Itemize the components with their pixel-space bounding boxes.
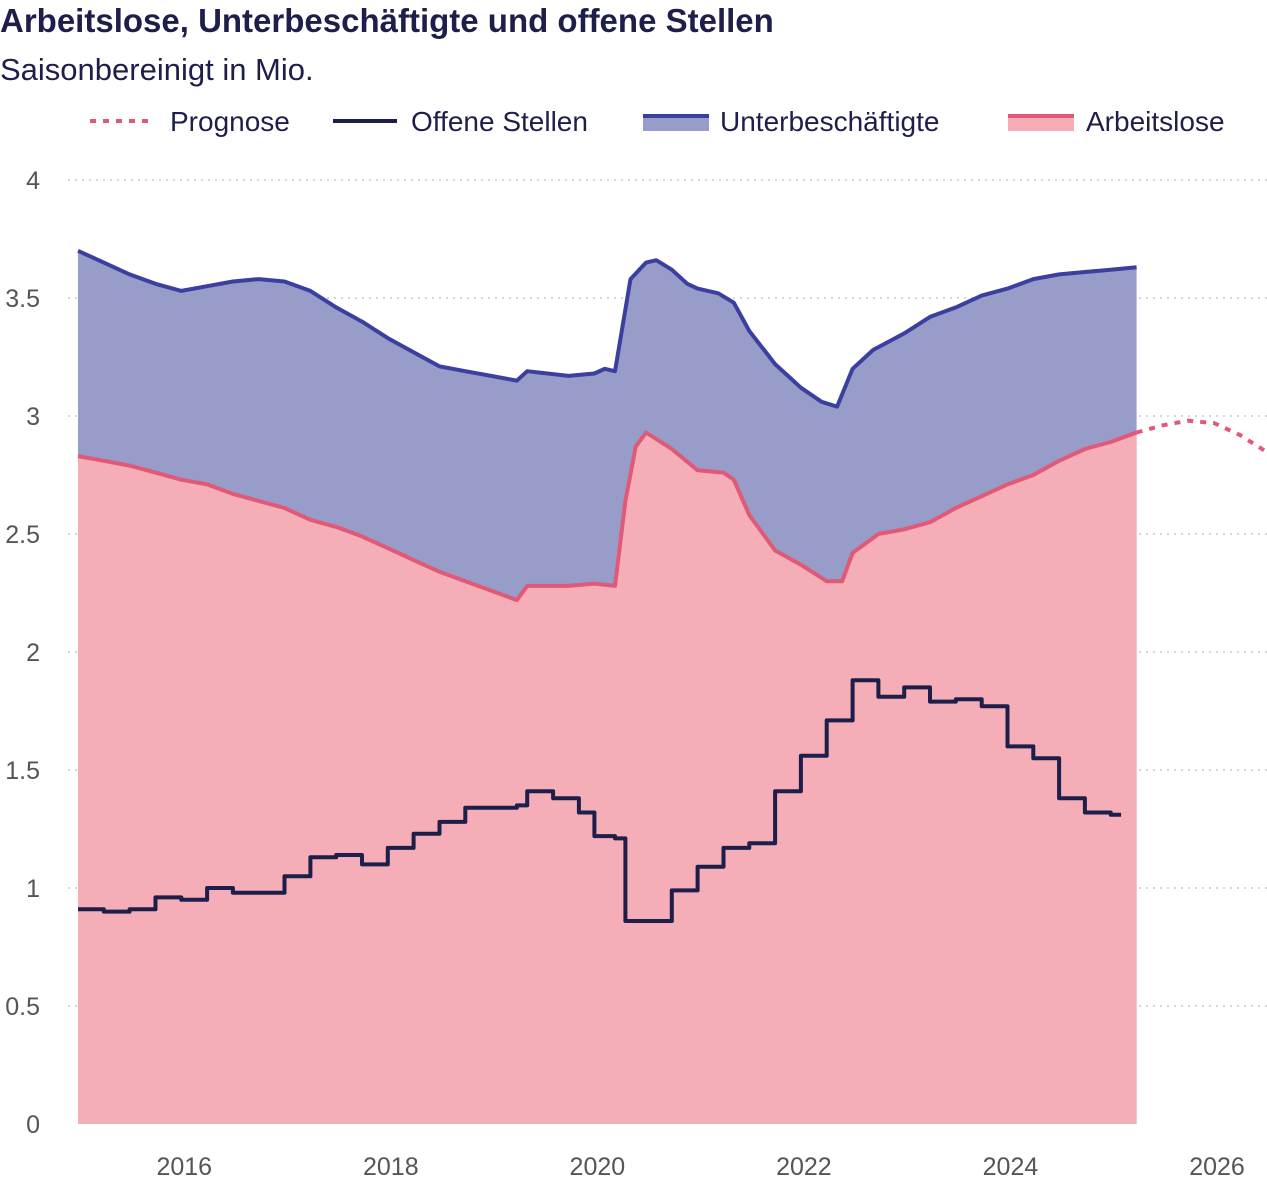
legend-label: Prognose bbox=[170, 106, 290, 137]
legend-item-prognose: Prognose bbox=[90, 106, 290, 137]
y-tick-label: 3.5 bbox=[5, 285, 40, 313]
y-tick-label: 0 bbox=[26, 1111, 40, 1139]
x-tick-label: 2024 bbox=[983, 1153, 1039, 1180]
x-tick-label: 2016 bbox=[156, 1153, 212, 1180]
legend-label: Unterbeschäftigte bbox=[720, 106, 939, 137]
y-tick-label: 1 bbox=[26, 875, 40, 903]
y-tick-label: 0.5 bbox=[5, 993, 40, 1021]
arbeitslose-area bbox=[78, 432, 1137, 1124]
unterbeschaeftigte-line bbox=[77, 248, 1137, 409]
legend-item-unterbeschaeftigte: Unterbeschäftigte bbox=[643, 106, 939, 137]
chart-title: Arbeitslose, Unterbeschäftigte und offen… bbox=[0, 2, 774, 39]
y-tick-label: 2 bbox=[26, 639, 40, 667]
x-tick-label: 2026 bbox=[1189, 1153, 1245, 1180]
axis-labels: 0 0.5 1 1.5 2 2.5 3 3.5 4 2016 2018 2020 2022 2024 202… bbox=[5, 167, 1245, 1180]
y-tick-label: 4 bbox=[26, 167, 40, 195]
x-tick-label: 2018 bbox=[363, 1153, 419, 1180]
x-tick-label: 2022 bbox=[776, 1153, 832, 1180]
y-tick-label: 1.5 bbox=[5, 757, 40, 785]
arbeitslose-line bbox=[77, 430, 1138, 603]
legend: Prognose Offene Stellen Unterbeschäftigte A… bbox=[90, 106, 1225, 137]
y-tick-label: 3 bbox=[26, 403, 40, 431]
legend-label: Arbeitslose bbox=[1086, 106, 1225, 137]
legend-label: Offene Stellen bbox=[411, 106, 588, 137]
chart-subtitle: Saisonbereinigt in Mio. bbox=[0, 52, 314, 87]
offene-stellen-line bbox=[78, 678, 1122, 923]
area-series bbox=[78, 250, 1137, 1125]
y-tick-label: 2.5 bbox=[5, 521, 40, 549]
legend-item-arbeitslose: Arbeitslose bbox=[1008, 106, 1225, 137]
legend-item-offene_stellen: Offene Stellen bbox=[333, 106, 588, 137]
prognose-line bbox=[1136, 418, 1267, 454]
line-series bbox=[77, 248, 1267, 923]
x-tick-label: 2020 bbox=[570, 1153, 626, 1180]
legend-swatch bbox=[643, 114, 709, 131]
legend-swatch bbox=[1008, 114, 1074, 131]
